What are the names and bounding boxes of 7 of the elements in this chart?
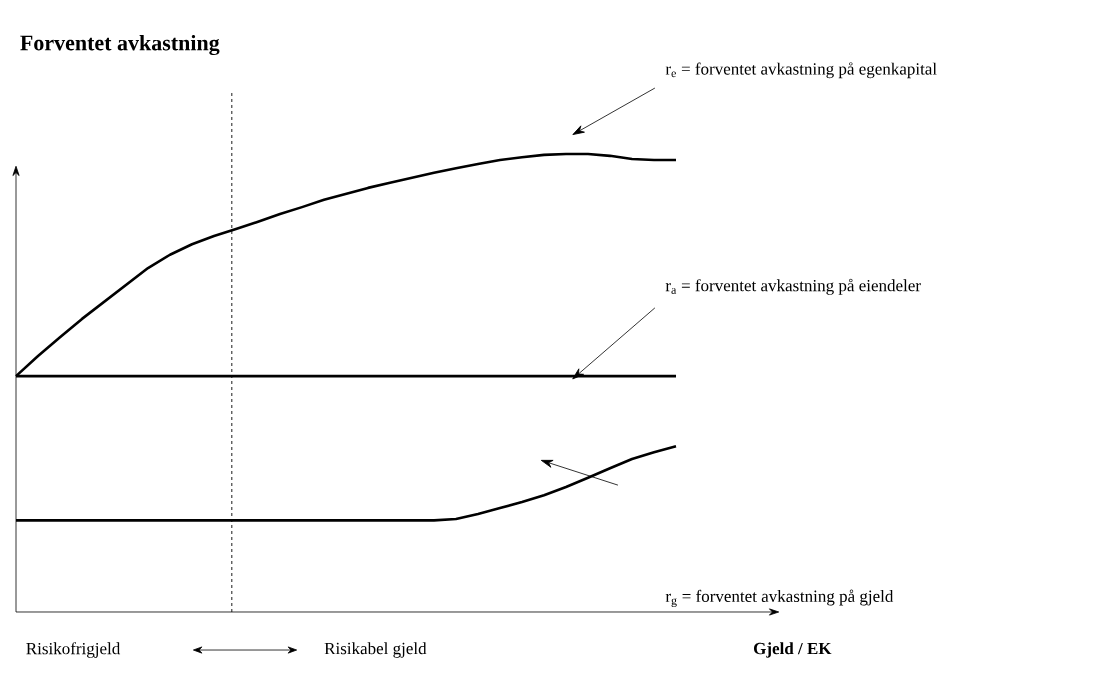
text: Risikofrigjeld [26,642,121,658]
text: Gjeld / EK [753,642,832,658]
chart-title: Forventet avkastning [20,34,220,56]
annotation: r$_{g}$ = forventet avkastning på gjeld [665,589,894,607]
annotation: r$_{a}$ = forventet avkastning på eiendeler [665,278,921,295]
text: r$_{e}$ = forventet avkastning på egenkapital [665,62,937,79]
text: Risikabel gjeld [324,642,427,658]
